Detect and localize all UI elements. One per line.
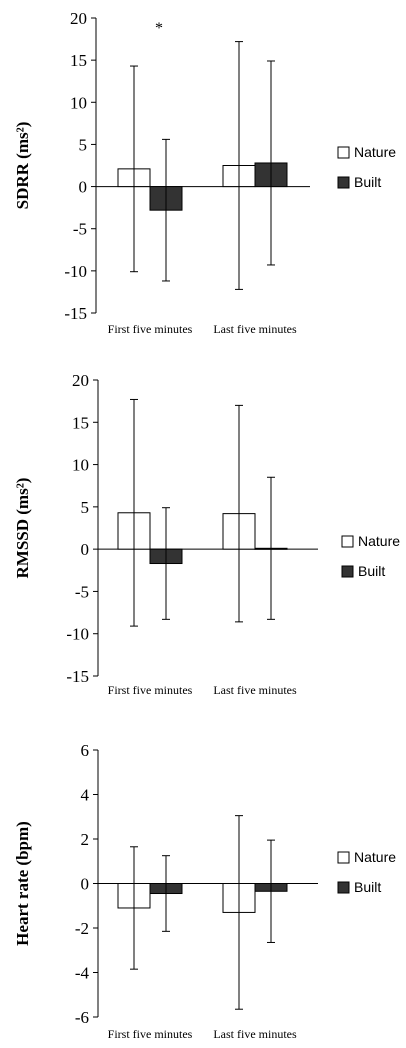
category-label: First five minutes [108, 683, 193, 697]
legend-label-nature: Nature [354, 849, 396, 865]
legend-label-built: Built [354, 879, 381, 895]
y-tick-label: 6 [81, 741, 90, 760]
legend-swatch-built [337, 881, 350, 894]
y-tick-label: 4 [81, 786, 90, 805]
legend-swatch-built [337, 176, 350, 189]
legend-label-nature: Nature [354, 144, 396, 160]
legend-label-built: Built [354, 174, 381, 190]
y-tick-label: 5 [81, 498, 90, 517]
y-tick-label: -10 [66, 625, 89, 644]
y-tick-label: 5 [79, 135, 88, 154]
y-axis-label: Heart rate (bpm) [13, 821, 32, 946]
y-axis-label: RMSSD (ms²) [13, 478, 32, 579]
y-tick-label: 10 [70, 93, 87, 112]
y-tick-label: -5 [73, 220, 87, 239]
y-tick-label: 15 [72, 413, 89, 432]
y-tick-label: 0 [79, 178, 88, 197]
chart-panel: -15 -10 -5 0 5 10 15 20 RMSSD (ms²) First five mi… [13, 371, 400, 697]
y-tick-label: -10 [64, 262, 87, 281]
significance-marker: * [155, 20, 163, 37]
category-label: First five minutes [108, 1027, 193, 1041]
y-tick-label: 20 [72, 371, 89, 390]
y-tick-label: 0 [81, 875, 90, 894]
category-label: First five minutes [108, 322, 193, 336]
category-label: Last five minutes [213, 1027, 297, 1041]
y-axis-label: SDRR (ms²) [13, 122, 32, 210]
category-label: Last five minutes [213, 683, 297, 697]
legend-swatch-built [341, 565, 354, 578]
category-label: Last five minutes [213, 322, 297, 336]
chart-panel: -6 -4 -2 0 2 4 6 Heart rate (bpm) First five min… [13, 741, 396, 1041]
legend-label-built: Built [358, 563, 385, 579]
y-tick-label: 10 [72, 456, 89, 475]
y-tick-label: 20 [70, 9, 87, 28]
y-tick-label: -15 [66, 667, 89, 686]
y-tick-label: -6 [75, 1008, 89, 1027]
legend-label-nature: Nature [358, 533, 400, 549]
y-tick-label: -5 [75, 582, 89, 601]
y-tick-label: 15 [70, 51, 87, 70]
legend-swatch-nature [341, 535, 354, 548]
y-tick-label: -2 [75, 919, 89, 938]
chart-panel: -15 -10 -5 0 5 10 15 20 SDRR (ms²) First five min… [13, 9, 396, 336]
legend-swatch-nature [337, 146, 350, 159]
y-tick-label: -4 [75, 964, 90, 983]
y-tick-label: 0 [81, 540, 90, 559]
y-tick-label: 2 [81, 830, 90, 849]
legend-swatch-nature [337, 851, 350, 864]
y-tick-label: -15 [64, 304, 87, 323]
